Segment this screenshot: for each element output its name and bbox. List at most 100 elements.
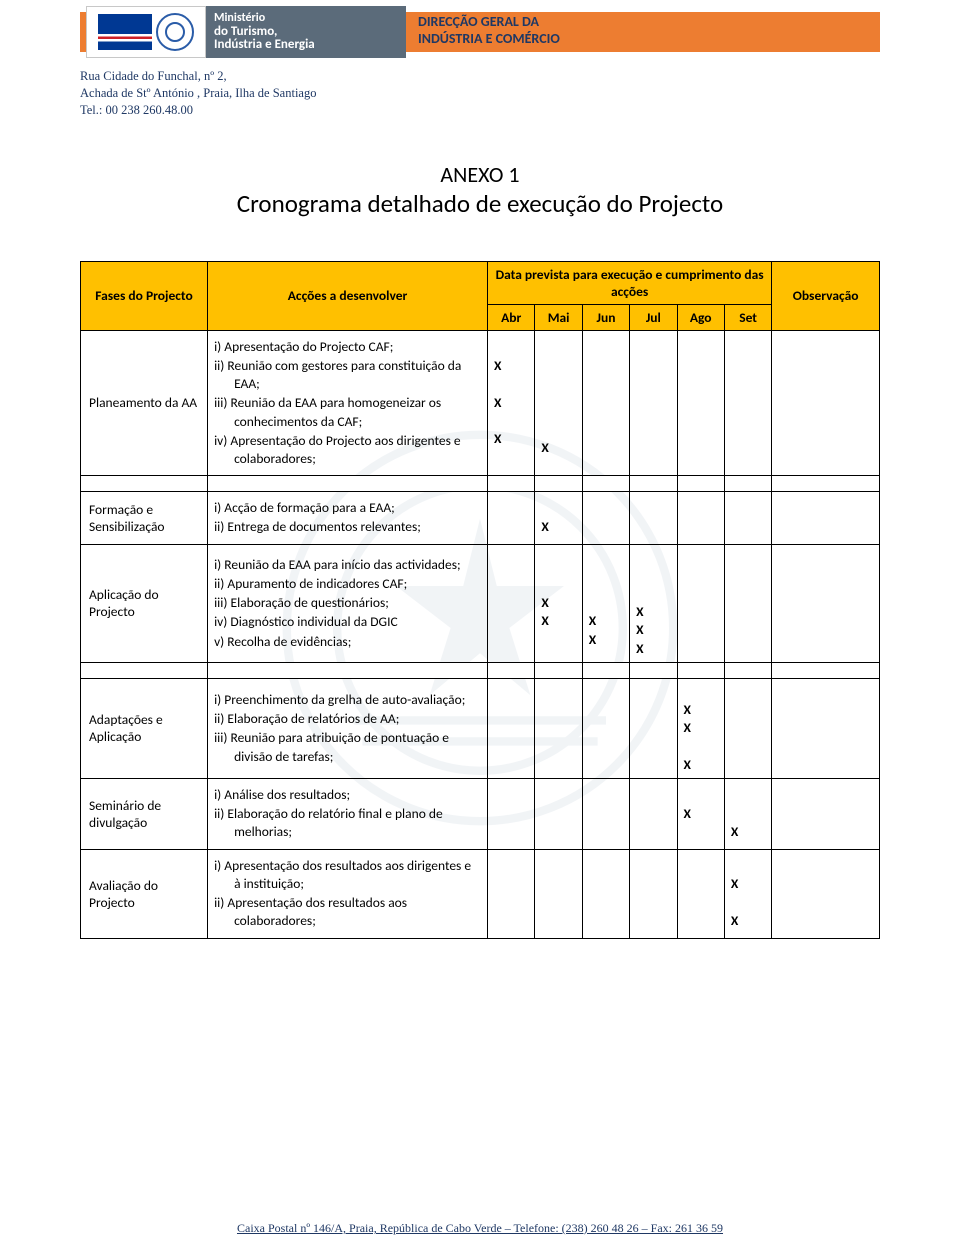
month-cell: XXX bbox=[630, 544, 677, 662]
phase-cell: Planeamento da AA bbox=[81, 330, 208, 476]
month-cell: X bbox=[535, 492, 582, 544]
actions-cell: i) Preenchimento da grelha de auto-avali… bbox=[208, 678, 488, 778]
obs-cell bbox=[772, 678, 880, 778]
table-row: Planeamento da AAi) Apresentação do Proj… bbox=[81, 330, 880, 476]
letterhead: Ministério do Turismo, Indústria e Energ… bbox=[80, 6, 880, 62]
ministry-line3: Indústria e Energia bbox=[214, 38, 398, 52]
action-item: iv) Diagnóstico individual da DGIC bbox=[214, 613, 477, 631]
x-mark bbox=[494, 376, 528, 394]
x-mark: X bbox=[589, 612, 623, 630]
month-cell: X X bbox=[724, 849, 771, 938]
x-mark: X bbox=[589, 631, 623, 649]
table-row: Seminário de divulgaçãoi) Análise dos re… bbox=[81, 779, 880, 850]
dept-line1: DIRECÇÃO GERAL DA bbox=[418, 14, 560, 31]
month-cell bbox=[582, 492, 629, 544]
obs-cell bbox=[772, 544, 880, 662]
action-item: iii) Elaboração de questionários; bbox=[214, 594, 477, 612]
x-mark: X bbox=[684, 719, 718, 737]
month-cell: X X X bbox=[488, 330, 535, 476]
x-mark bbox=[731, 894, 765, 912]
month-cell bbox=[488, 678, 535, 778]
col-actions-header: Acções a desenvolver bbox=[208, 261, 488, 330]
x-mark: X bbox=[731, 875, 765, 893]
x-mark bbox=[541, 385, 575, 403]
x-mark: X bbox=[684, 701, 718, 719]
x-mark bbox=[541, 576, 575, 594]
x-mark bbox=[494, 412, 528, 430]
table-body: Planeamento da AAi) Apresentação do Proj… bbox=[81, 330, 880, 938]
x-mark bbox=[541, 500, 575, 518]
month-cell bbox=[630, 492, 677, 544]
month-header: Set bbox=[724, 304, 771, 330]
month-cell bbox=[582, 779, 629, 850]
action-item: v) Recolha de evidências; bbox=[214, 633, 477, 651]
x-mark bbox=[589, 576, 623, 594]
month-cell: X bbox=[677, 779, 724, 850]
x-mark: X bbox=[636, 640, 670, 658]
cronograma-table: Fases do Projecto Acções a desenvolver D… bbox=[80, 261, 880, 939]
phase-cell: Seminário de divulgação bbox=[81, 779, 208, 850]
action-item: ii) Apresentação dos resultados aos cola… bbox=[214, 894, 477, 930]
month-cell bbox=[488, 544, 535, 662]
month-cell bbox=[724, 330, 771, 476]
month-cell bbox=[630, 849, 677, 938]
action-item: ii) Elaboração do relatório final e plan… bbox=[214, 805, 477, 841]
x-mark bbox=[684, 683, 718, 701]
month-cell bbox=[677, 492, 724, 544]
actions-cell: i) Apresentação do Projecto CAF;ii) Reun… bbox=[208, 330, 488, 476]
action-item: iv) Apresentação do Projecto aos dirigen… bbox=[214, 432, 477, 468]
obs-cell bbox=[772, 492, 880, 544]
actions-cell: i) Apresentação dos resultados aos dirig… bbox=[208, 849, 488, 938]
document-subtitle: Cronograma detalhado de execução do Proj… bbox=[80, 188, 880, 219]
x-mark bbox=[589, 558, 623, 576]
month-header: Ago bbox=[677, 304, 724, 330]
x-mark bbox=[636, 585, 670, 603]
table-row: Formação e Sensibilizaçãoi) Acção de for… bbox=[81, 492, 880, 544]
actions-cell: i) Reunião da EAA para início das activi… bbox=[208, 544, 488, 662]
month-cell bbox=[582, 849, 629, 938]
x-mark bbox=[541, 348, 575, 366]
month-cell bbox=[535, 678, 582, 778]
table-row: Aplicação do Projectoi) Reunião da EAA p… bbox=[81, 544, 880, 662]
flag-emblem bbox=[86, 6, 206, 58]
table-spacer-row bbox=[81, 476, 880, 492]
month-cell: XX bbox=[582, 544, 629, 662]
phase-cell: Adaptações e Aplicação bbox=[81, 678, 208, 778]
month-cell bbox=[677, 330, 724, 476]
x-mark bbox=[589, 594, 623, 612]
month-cell: XX bbox=[535, 544, 582, 662]
month-cell bbox=[677, 849, 724, 938]
x-mark: X bbox=[494, 394, 528, 412]
month-header: Abr bbox=[488, 304, 535, 330]
month-cell bbox=[488, 492, 535, 544]
x-mark bbox=[636, 549, 670, 567]
x-mark: X bbox=[541, 594, 575, 612]
obs-cell bbox=[772, 849, 880, 938]
x-mark bbox=[541, 366, 575, 384]
x-mark: X bbox=[684, 805, 718, 823]
department-title: DIRECÇÃO GERAL DA INDÚSTRIA E COMÉRCIO bbox=[418, 14, 560, 48]
month-header: Mai bbox=[535, 304, 582, 330]
actions-cell: i) Análise dos resultados;ii) Elaboração… bbox=[208, 779, 488, 850]
month-cell bbox=[724, 492, 771, 544]
x-mark: X bbox=[731, 912, 765, 930]
month-cell bbox=[724, 678, 771, 778]
action-item: ii) Reunião com gestores para constituiç… bbox=[214, 357, 477, 393]
month-cell bbox=[630, 678, 677, 778]
month-cell bbox=[535, 849, 582, 938]
col-phase-header: Fases do Projecto bbox=[81, 261, 208, 330]
month-cell bbox=[630, 779, 677, 850]
month-cell bbox=[582, 678, 629, 778]
x-mark: X bbox=[636, 621, 670, 639]
x-mark: X bbox=[541, 439, 575, 457]
ministry-line2: do Turismo, bbox=[214, 25, 398, 39]
logo-box: Ministério do Turismo, Indústria e Energ… bbox=[86, 6, 406, 58]
coat-of-arms-icon bbox=[156, 13, 194, 51]
phase-cell: Formação e Sensibilização bbox=[81, 492, 208, 544]
month-cell: XX X bbox=[677, 678, 724, 778]
x-mark bbox=[731, 857, 765, 875]
cape-verde-flag-icon bbox=[98, 14, 152, 50]
action-item: iii) Reunião para atribuição de pontuaçã… bbox=[214, 729, 477, 765]
month-cell bbox=[630, 330, 677, 476]
table-row: Adaptações e Aplicaçãoi) Preenchimento d… bbox=[81, 678, 880, 778]
